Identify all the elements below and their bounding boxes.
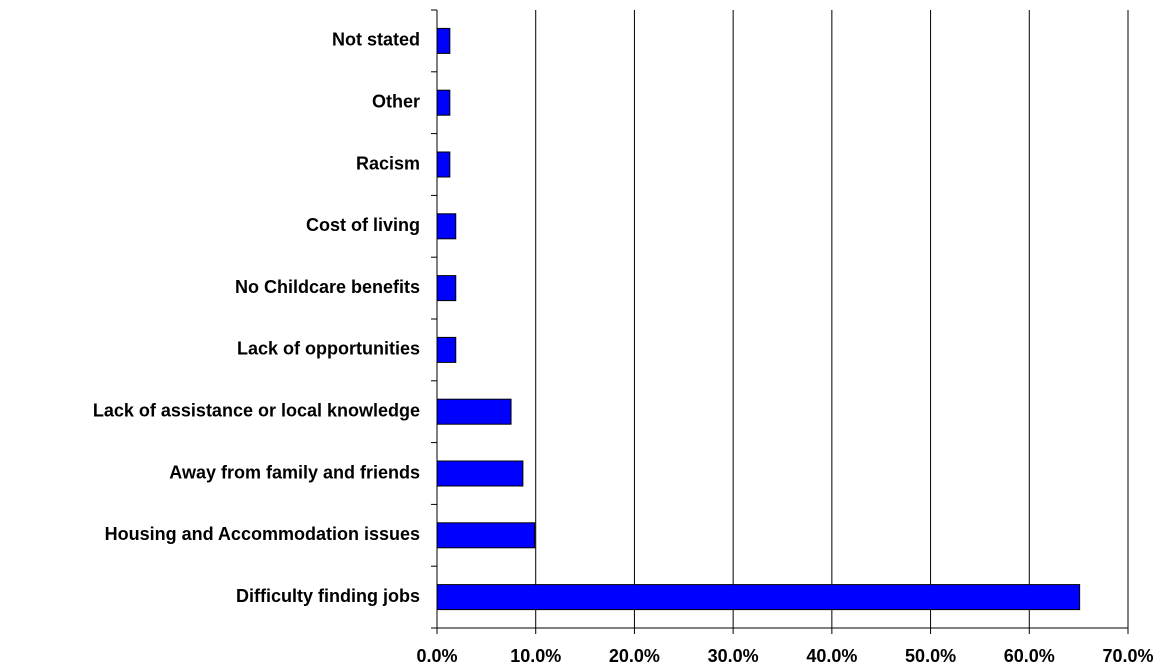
y-tick-label: Difficulty finding jobs (236, 586, 420, 606)
x-tick-label: 0.0% (416, 646, 457, 666)
y-tick-label: Away from family and friends (169, 462, 420, 482)
bar (436, 213, 457, 240)
bar (436, 398, 512, 425)
x-tick-label: 40.0% (806, 646, 857, 666)
y-tick-label: Racism (356, 153, 420, 173)
bar (436, 151, 451, 178)
y-tick-label: Other (372, 91, 420, 111)
x-tick-label: 60.0% (1004, 646, 1055, 666)
bar (436, 460, 524, 487)
x-tick-label: 10.0% (510, 646, 561, 666)
bar (436, 27, 451, 54)
x-tick-label: 20.0% (609, 646, 660, 666)
y-tick-label: Not stated (332, 30, 420, 50)
bar (436, 522, 536, 549)
y-tick-label: Cost of living (306, 215, 420, 235)
y-tick-label: Lack of assistance or local knowledge (93, 400, 420, 420)
bar (436, 336, 457, 363)
x-tick-label: 50.0% (905, 646, 956, 666)
bar (436, 275, 457, 302)
y-tick-label: Lack of opportunities (237, 339, 420, 359)
y-tick-label: Housing and Accommodation issues (105, 524, 420, 544)
x-tick-label: 30.0% (708, 646, 759, 666)
bar (436, 89, 451, 116)
bar (436, 584, 1081, 611)
y-tick-label: No Childcare benefits (235, 277, 420, 297)
x-tick-label: 70.0% (1102, 646, 1153, 666)
